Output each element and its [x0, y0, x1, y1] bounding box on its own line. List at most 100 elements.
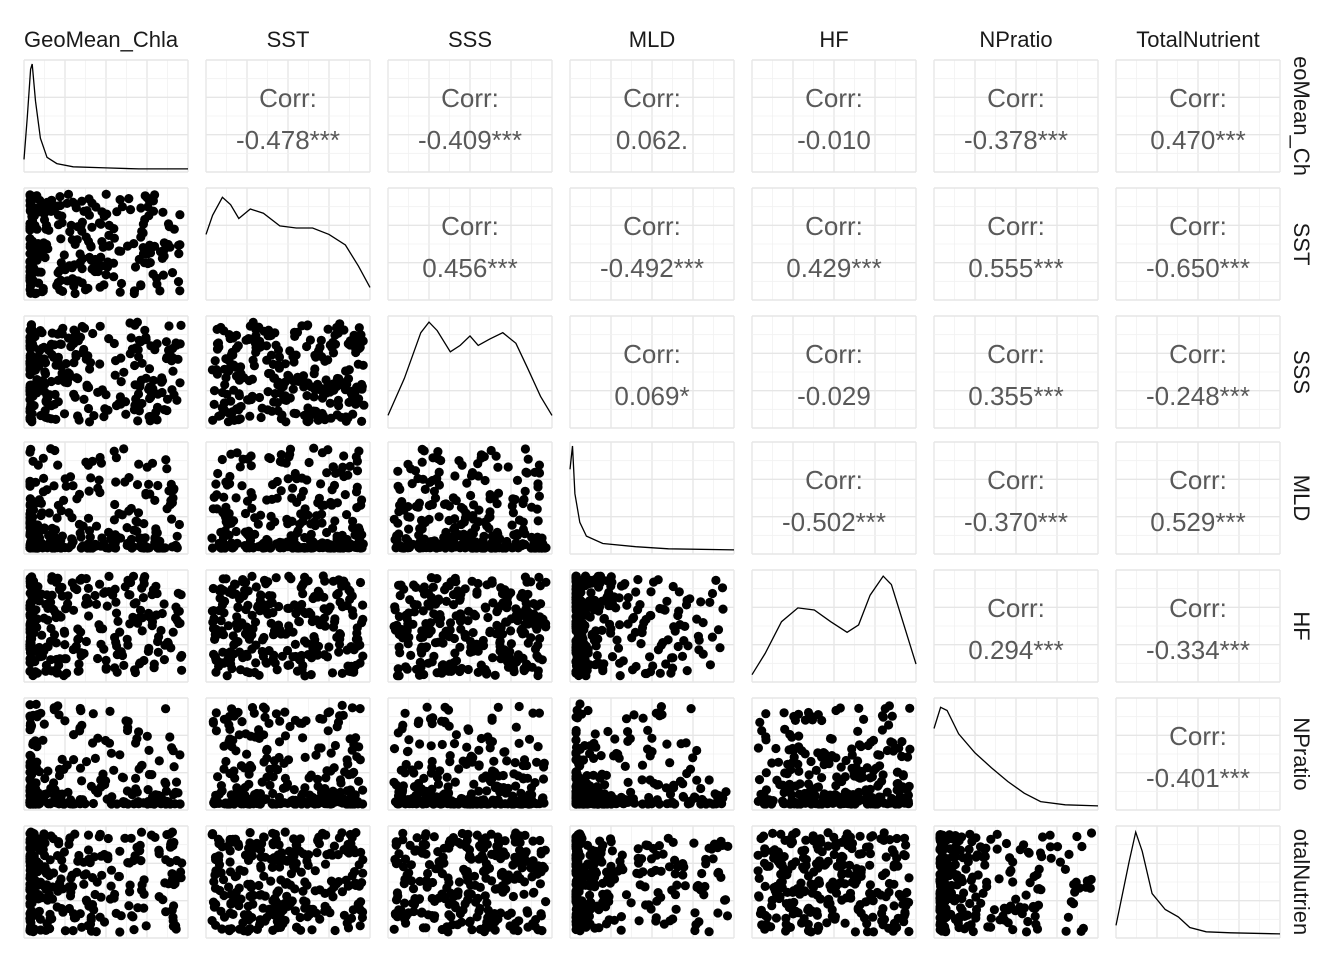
- scatter-point: [250, 513, 260, 523]
- scatter-point: [393, 664, 403, 674]
- scatter-point: [249, 361, 259, 371]
- scatter-point: [495, 787, 505, 797]
- panel-HF-SST: [205, 569, 371, 683]
- scatter-point: [136, 856, 146, 866]
- scatter-point: [817, 773, 827, 783]
- panel-SST-NPratio: Corr:0.555***: [933, 187, 1099, 301]
- scatter-point: [256, 412, 266, 423]
- scatter-point: [295, 543, 305, 553]
- scatter-point: [491, 629, 501, 639]
- scatter-point: [464, 852, 474, 863]
- panel-TotalNutrient-MLD: [569, 825, 735, 939]
- scatter-point: [487, 538, 497, 548]
- scatter-point: [540, 845, 550, 855]
- scatter-point: [343, 470, 353, 480]
- scatter-point: [479, 452, 489, 462]
- scatter-point: [231, 589, 241, 599]
- scatter-point: [115, 750, 125, 760]
- scatter-point: [287, 797, 297, 807]
- scatter-point: [429, 832, 439, 842]
- scatter-point: [662, 596, 672, 606]
- scatter-point: [518, 653, 528, 663]
- scatter-point: [693, 631, 704, 641]
- scatter-point: [93, 653, 103, 664]
- scatter-point: [144, 211, 154, 221]
- scatter-point: [641, 614, 651, 625]
- scatter-point: [169, 485, 179, 495]
- scatter-point: [28, 537, 38, 547]
- scatter-point: [328, 337, 338, 347]
- scatter-point: [337, 828, 347, 838]
- scatter-point: [323, 543, 333, 553]
- panel-SSS-GeoMean_Chla: [23, 315, 189, 429]
- scatter-point: [209, 649, 219, 660]
- scatter-point: [220, 380, 230, 390]
- scatter-point: [256, 590, 266, 600]
- scatter-point: [157, 373, 167, 383]
- scatter-point: [74, 415, 84, 425]
- scatter-point: [692, 775, 702, 785]
- scatter-point: [96, 458, 106, 468]
- scatter-point: [534, 620, 544, 630]
- scatter-point: [270, 658, 280, 668]
- scatter-point: [514, 738, 524, 749]
- scatter-point: [628, 665, 638, 675]
- scatter-point: [715, 643, 725, 653]
- scatter-point: [576, 646, 586, 656]
- scatter-point: [167, 268, 178, 278]
- scatter-point: [414, 543, 424, 553]
- scatter-point: [175, 339, 185, 349]
- scatter-point: [251, 582, 261, 592]
- scatter-point: [704, 927, 714, 937]
- scatter-point: [90, 753, 100, 764]
- scatter-point: [91, 599, 102, 610]
- scatter-point: [445, 618, 456, 628]
- scatter-point: [433, 847, 443, 857]
- scatter-point: [291, 350, 301, 360]
- panel-SST-SST: [205, 187, 371, 301]
- scatter-point: [327, 668, 338, 678]
- scatter-point: [83, 351, 93, 361]
- scatter-point: [836, 762, 846, 772]
- scatter-point: [175, 378, 185, 388]
- scatter-point: [668, 581, 678, 592]
- scatter-point: [309, 443, 319, 453]
- scatter-point: [299, 896, 309, 906]
- scatter-point: [56, 506, 66, 516]
- scatter-point: [168, 746, 178, 756]
- scatter-point: [247, 571, 257, 582]
- scatter-point: [859, 714, 869, 725]
- scatter-point: [761, 709, 771, 719]
- scatter-point: [685, 764, 696, 774]
- scatter-point: [476, 660, 486, 670]
- scatter-point: [402, 747, 413, 757]
- scatter-point: [67, 578, 77, 588]
- scatter-point: [116, 377, 126, 387]
- scatter-point: [590, 729, 600, 739]
- scatter-point: [598, 664, 608, 674]
- scatter-point: [259, 871, 269, 881]
- scatter-point: [479, 795, 489, 805]
- scatter-point: [325, 707, 335, 717]
- scatter-point: [685, 798, 695, 808]
- scatter-point: [787, 782, 797, 792]
- scatter-point: [32, 738, 42, 748]
- scatter-point: [305, 535, 315, 545]
- scatter-point: [169, 799, 179, 809]
- scatter-point: [893, 778, 903, 789]
- scatter-point: [216, 584, 226, 594]
- scatter-point: [56, 275, 66, 285]
- scatter-point: [535, 581, 546, 591]
- scatter-point: [75, 796, 85, 806]
- scatter-point: [159, 655, 169, 665]
- corr-value: 0.429***: [786, 253, 881, 283]
- scatter-point: [255, 799, 265, 809]
- scatter-point: [418, 606, 428, 616]
- scatter-point: [259, 575, 270, 585]
- scatter-point: [101, 655, 111, 666]
- scatter-point: [144, 412, 154, 422]
- scatter-point: [225, 471, 235, 482]
- scatter-point: [129, 239, 139, 249]
- scatter-point: [95, 912, 105, 922]
- scatter-point: [250, 843, 260, 853]
